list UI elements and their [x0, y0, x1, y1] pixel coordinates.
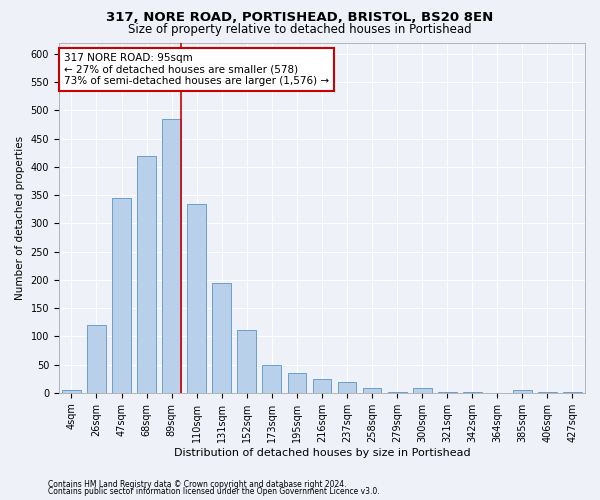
Bar: [62, 390, 81, 393]
Text: 317 NORE ROAD: 95sqm
← 27% of detached houses are smaller (578)
73% of semi-deta: 317 NORE ROAD: 95sqm ← 27% of detached h…: [64, 53, 329, 86]
Bar: [87, 325, 106, 393]
Bar: [262, 364, 281, 393]
Bar: [513, 390, 532, 393]
Bar: [212, 282, 231, 393]
Bar: [137, 156, 156, 393]
Bar: [238, 330, 256, 393]
Bar: [563, 392, 582, 393]
Bar: [187, 204, 206, 393]
Bar: [112, 198, 131, 393]
Bar: [463, 392, 482, 393]
Bar: [287, 373, 306, 393]
Y-axis label: Number of detached properties: Number of detached properties: [15, 136, 25, 300]
Text: 317, NORE ROAD, PORTISHEAD, BRISTOL, BS20 8EN: 317, NORE ROAD, PORTISHEAD, BRISTOL, BS2…: [106, 11, 494, 24]
Text: Contains public sector information licensed under the Open Government Licence v3: Contains public sector information licen…: [48, 487, 380, 496]
Bar: [162, 119, 181, 393]
Bar: [438, 392, 457, 393]
Bar: [338, 382, 356, 393]
Bar: [413, 388, 431, 393]
Bar: [388, 392, 407, 393]
Bar: [313, 378, 331, 393]
Text: Size of property relative to detached houses in Portishead: Size of property relative to detached ho…: [128, 22, 472, 36]
Text: Contains HM Land Registry data © Crown copyright and database right 2024.: Contains HM Land Registry data © Crown c…: [48, 480, 347, 489]
X-axis label: Distribution of detached houses by size in Portishead: Distribution of detached houses by size …: [173, 448, 470, 458]
Bar: [538, 392, 557, 393]
Bar: [362, 388, 382, 393]
